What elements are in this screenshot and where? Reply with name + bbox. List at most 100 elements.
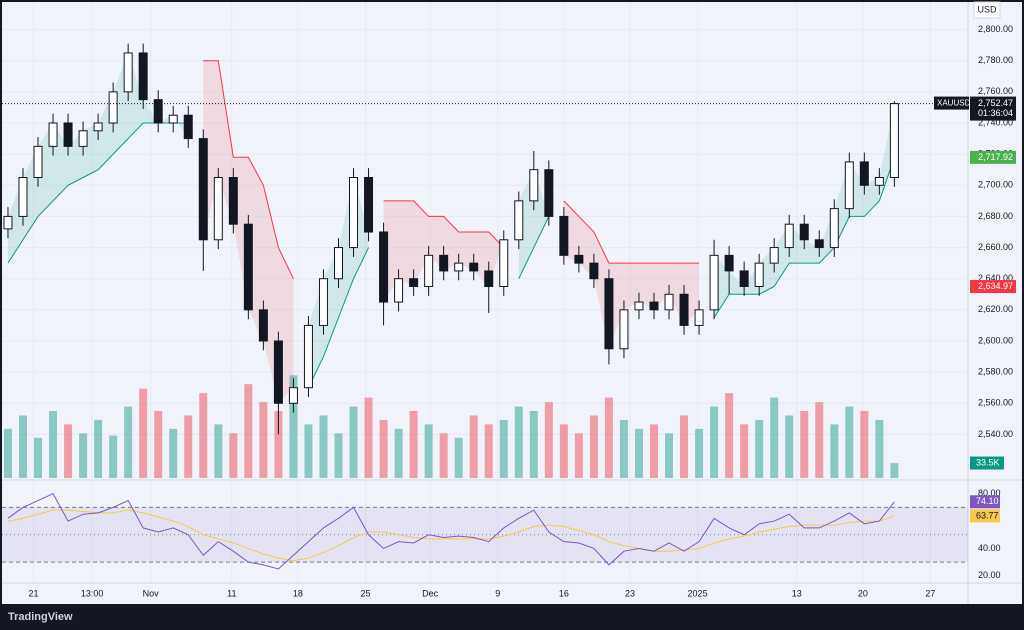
volume-bar bbox=[244, 384, 253, 478]
candle-body bbox=[589, 262, 599, 280]
volume-bar bbox=[124, 406, 133, 478]
candle-body bbox=[63, 122, 73, 147]
candle-body bbox=[273, 340, 283, 404]
volume-bar bbox=[634, 428, 643, 478]
candle-body bbox=[889, 103, 899, 178]
candle-body bbox=[153, 99, 163, 124]
candle-body bbox=[529, 169, 539, 202]
candle-body bbox=[424, 254, 434, 287]
candle-body bbox=[829, 208, 839, 249]
candle-body bbox=[619, 309, 629, 350]
candle-body bbox=[664, 293, 674, 311]
volume-bar bbox=[304, 424, 313, 478]
brand-label: TradingView bbox=[8, 611, 73, 623]
price-tag-label: 2,752.47 bbox=[978, 98, 1013, 108]
volume-bar bbox=[529, 410, 538, 478]
rsi-tick-label: 80.00 bbox=[978, 488, 1001, 498]
rsi-tag bbox=[970, 495, 1000, 509]
volume-bar bbox=[18, 415, 27, 478]
volume-bar bbox=[619, 419, 628, 478]
candle-body bbox=[784, 223, 794, 249]
volume-bar bbox=[184, 415, 193, 478]
volume-bar bbox=[64, 424, 73, 478]
candle-body bbox=[108, 91, 118, 124]
volume-bar bbox=[830, 424, 839, 478]
candle-body bbox=[874, 176, 884, 186]
candle-body bbox=[33, 145, 43, 178]
candle-body bbox=[754, 262, 764, 287]
candle-body bbox=[183, 114, 193, 140]
y-tick-label: 2,760.00 bbox=[978, 86, 1013, 96]
volume-bar bbox=[349, 406, 358, 478]
candle-body bbox=[78, 130, 88, 147]
volume-bar bbox=[860, 410, 869, 478]
x-tick-label: 9 bbox=[495, 588, 500, 598]
volume-bar bbox=[364, 397, 373, 478]
volume-bar bbox=[409, 410, 418, 478]
candle-body bbox=[213, 176, 223, 241]
volume-bar bbox=[695, 428, 704, 478]
candle-body bbox=[258, 309, 268, 342]
candle-body bbox=[349, 176, 359, 249]
currency-box[interactable] bbox=[973, 1, 1001, 19]
volume-bar bbox=[725, 393, 734, 478]
candle-body bbox=[604, 278, 614, 350]
volume-bar bbox=[259, 402, 268, 478]
symbol-label: XAUUSD bbox=[937, 99, 971, 108]
volume-bar bbox=[484, 424, 493, 478]
volume-bar bbox=[845, 406, 854, 478]
volume-bar bbox=[469, 415, 478, 478]
volume-bar bbox=[815, 402, 824, 478]
y-tick-label: 2,700.00 bbox=[978, 180, 1013, 190]
volume-bar bbox=[424, 424, 433, 478]
candle-body bbox=[198, 138, 208, 241]
candle-body bbox=[859, 161, 869, 186]
volume-bar bbox=[394, 428, 403, 478]
candle-body bbox=[634, 301, 644, 311]
volume-bar bbox=[649, 424, 658, 478]
x-tick-label: 11 bbox=[227, 588, 236, 598]
x-tick-label: 13:00 bbox=[81, 588, 104, 598]
y-tick-label: 2,740.00 bbox=[978, 117, 1013, 127]
candle-body bbox=[799, 223, 809, 241]
volume-bar bbox=[319, 415, 328, 478]
price-tag-label: 2,634.97 bbox=[978, 281, 1013, 291]
volume-bar bbox=[574, 433, 583, 478]
volume-bar bbox=[169, 428, 178, 478]
candle-body bbox=[769, 247, 779, 264]
x-tick-label: 21 bbox=[28, 588, 38, 598]
x-tick-label: 25 bbox=[361, 588, 371, 598]
candle-body bbox=[18, 176, 28, 217]
volume-bar bbox=[274, 410, 283, 478]
candle-body bbox=[739, 270, 749, 287]
volume-bar bbox=[800, 410, 809, 478]
price-tag bbox=[970, 150, 1016, 164]
volume-bar bbox=[94, 419, 103, 478]
volume-bar bbox=[740, 424, 749, 478]
rsi-tick-label: 40.00 bbox=[978, 543, 1001, 553]
candle-body bbox=[93, 122, 103, 132]
volume-bar bbox=[875, 419, 884, 478]
volume-bar bbox=[514, 406, 523, 478]
volume-bar bbox=[589, 415, 598, 478]
y-tick-label: 2,660.00 bbox=[978, 242, 1013, 252]
x-tick-label: 27 bbox=[925, 588, 935, 598]
x-tick-label: 20 bbox=[858, 588, 868, 598]
volume-bar bbox=[755, 419, 764, 478]
candle-body bbox=[844, 161, 854, 210]
volume-bar bbox=[214, 424, 223, 478]
volume-bar bbox=[454, 437, 463, 478]
candle-body bbox=[364, 176, 374, 233]
volume-bar bbox=[710, 406, 719, 478]
x-tick-label: 2025 bbox=[688, 588, 708, 598]
candle-body bbox=[694, 309, 704, 326]
candle-body bbox=[138, 52, 148, 101]
candle-body bbox=[379, 231, 389, 303]
x-tick-label: 13 bbox=[792, 588, 802, 598]
chart-background bbox=[2, 2, 1022, 604]
candle-body bbox=[288, 387, 298, 404]
candle-body bbox=[814, 239, 824, 249]
candle-body bbox=[514, 200, 524, 241]
candle-body bbox=[168, 114, 178, 124]
